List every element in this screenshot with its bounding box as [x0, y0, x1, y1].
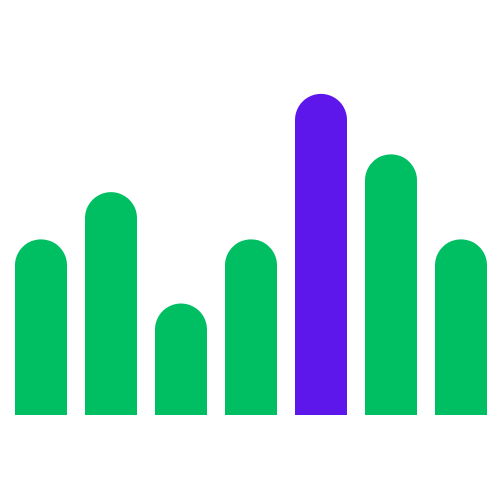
bar	[435, 239, 487, 415]
bar	[225, 239, 277, 415]
bars-layer	[15, 93, 487, 416]
bar-highlighted	[295, 93, 347, 416]
bar	[155, 303, 207, 415]
bar	[365, 154, 417, 416]
bar	[15, 239, 67, 415]
bar	[85, 192, 137, 415]
